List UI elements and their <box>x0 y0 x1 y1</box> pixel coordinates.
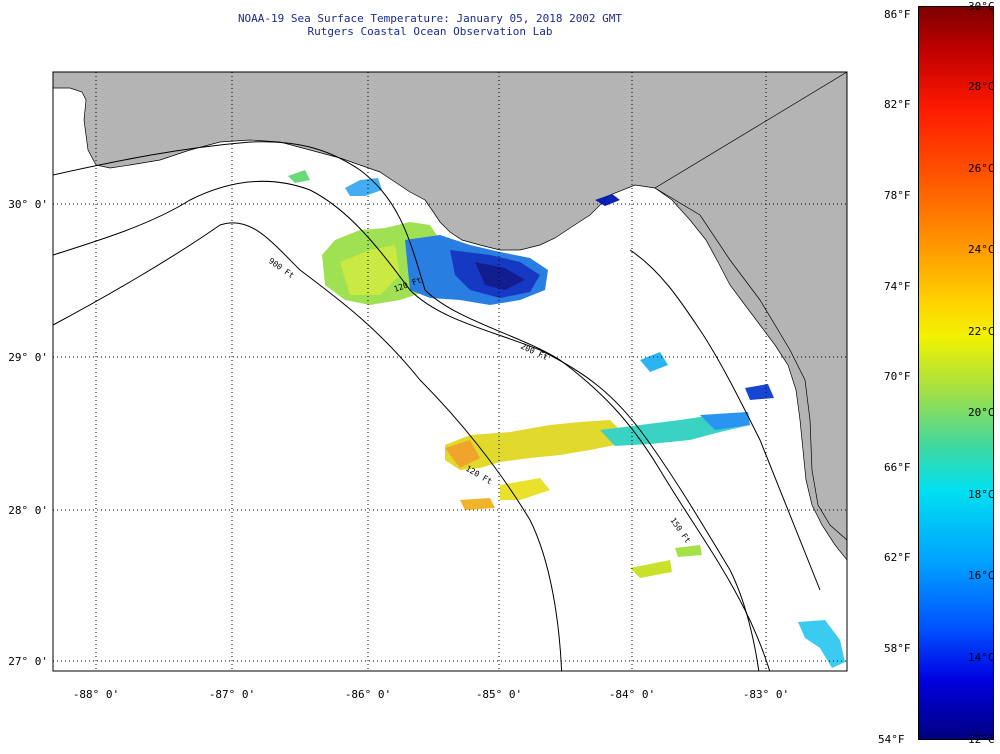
florida-coast <box>654 72 847 541</box>
lon-label: -88° 0' <box>73 688 119 701</box>
lon-label: -85° 0' <box>476 688 522 701</box>
lat-label: 30° 0' <box>8 198 48 211</box>
colorbar-f-label: 78°F <box>884 189 911 202</box>
depth-contours <box>53 141 821 671</box>
colorbar-f-label: 82°F <box>884 98 911 111</box>
colorbar-c-label: 26°C <box>968 162 995 175</box>
colorbar-f-label: 86°F <box>884 8 911 21</box>
colorbar-f-label: 70°F <box>884 370 911 383</box>
lat-label: 29° 0' <box>8 351 48 364</box>
colorbar-c-label: 12°C <box>968 733 995 746</box>
colorbar-c-label: 22°C <box>968 325 995 338</box>
lon-label: -84° 0' <box>609 688 655 701</box>
map-title: NOAA-19 Sea Surface Temperature: January… <box>237 12 623 25</box>
colorbar-c-label: 14°C <box>968 651 995 664</box>
sst-patches <box>288 170 845 668</box>
lat-label: 28° 0' <box>8 504 48 517</box>
temperature-colorbar <box>918 6 994 740</box>
map-frame <box>52 71 848 672</box>
lat-lon-grid <box>53 72 847 671</box>
colorbar-c-label: 24°C <box>968 243 995 256</box>
colorbar-c-label: 28°C <box>968 80 995 93</box>
lon-label: -83° 0' <box>743 688 789 701</box>
colorbar-f-label: 58°F <box>884 642 911 655</box>
colorbar-f-label: 54°F <box>878 733 905 746</box>
colorbar-c-label: 16°C <box>968 569 995 582</box>
colorbar-f-label: 66°F <box>884 461 911 474</box>
colorbar-f-label: 62°F <box>884 551 911 564</box>
colorbar-c-label: 30°C <box>968 0 995 13</box>
colorbar-c-label: 20°C <box>968 406 995 419</box>
lat-label: 27° 0' <box>8 655 48 668</box>
lon-label: -87° 0' <box>209 688 255 701</box>
lon-label: -86° 0' <box>345 688 391 701</box>
colorbar-f-label: 74°F <box>884 280 911 293</box>
map-subtitle: Rutgers Coastal Ocean Observation Lab <box>307 25 553 38</box>
colorbar-c-label: 18°C <box>968 488 995 501</box>
